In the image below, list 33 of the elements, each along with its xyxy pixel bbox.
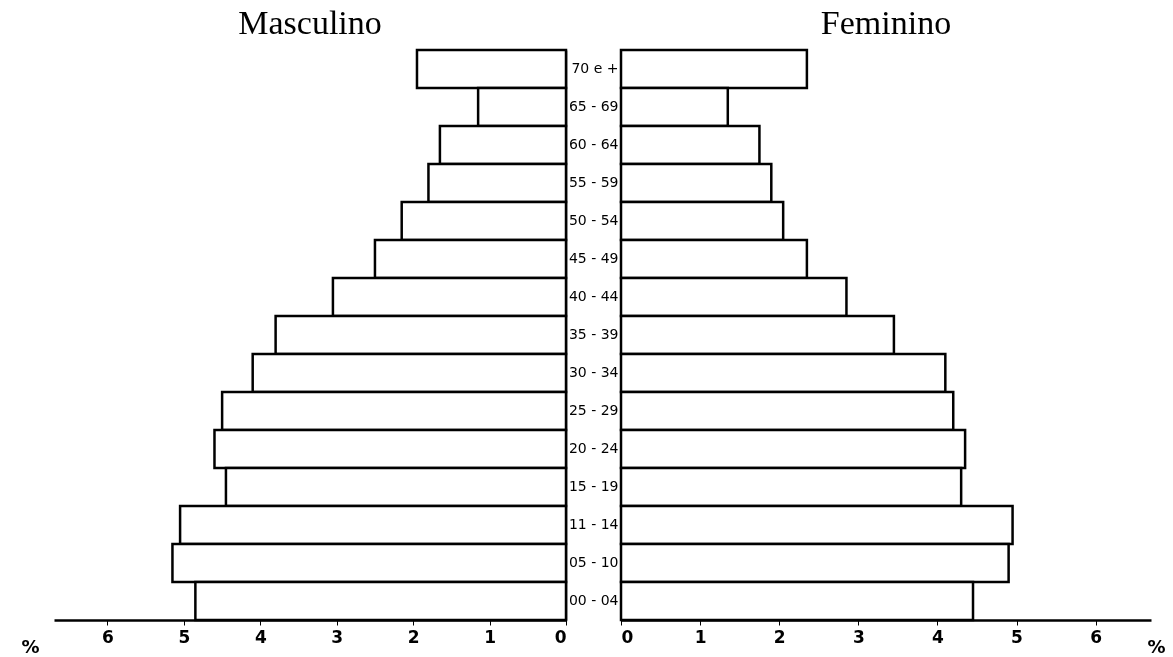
x-tick-label: 4 [254, 626, 267, 647]
x-tick-label: 6 [102, 626, 114, 647]
x-tick-label: 3 [331, 626, 344, 647]
y-tick-label: 15 - 19 [568, 478, 619, 494]
chart-title: Feminino [820, 3, 952, 41]
x-tick-label: 0 [554, 626, 567, 647]
x-axis-title: % [21, 635, 40, 657]
chart-title: Masculino [238, 3, 382, 41]
x-tick-label: 5 [178, 626, 191, 647]
x-tick-label: 3 [852, 626, 865, 647]
y-tick-label: 45 - 49 [568, 250, 619, 266]
y-tick-label: 00 - 04 [568, 592, 619, 608]
x-tick-label: 2 [773, 626, 786, 647]
y-tick-label: 70 e + [571, 60, 619, 76]
y-tick-label: 35 - 39 [568, 326, 619, 342]
y-tick-label: 30 - 34 [568, 364, 619, 380]
x-tick-label: 4 [932, 626, 944, 647]
x-tick-label: 0 [621, 626, 634, 647]
y-tick-label: 05 - 10 [568, 554, 619, 570]
x-axis-title: % [1147, 635, 1166, 657]
y-tick-label: 60 - 64 [568, 136, 619, 152]
x-tick-label: 5 [1011, 626, 1023, 647]
x-tick-label: 1 [694, 626, 707, 647]
y-tick-label: 50 - 54 [568, 212, 619, 228]
x-tick-label: 1 [484, 626, 496, 647]
x-tick-label: 2 [407, 626, 420, 647]
y-tick-label: 25 - 29 [568, 402, 619, 418]
y-tick-label: 40 - 44 [568, 288, 619, 304]
y-tick-label: 65 - 69 [568, 98, 619, 114]
x-tick-label: 6 [1090, 626, 1103, 647]
y-tick-label: 20 - 24 [568, 440, 619, 456]
y-tick-label: 11 - 14 [568, 516, 619, 532]
y-tick-label: 55 - 59 [568, 174, 619, 190]
